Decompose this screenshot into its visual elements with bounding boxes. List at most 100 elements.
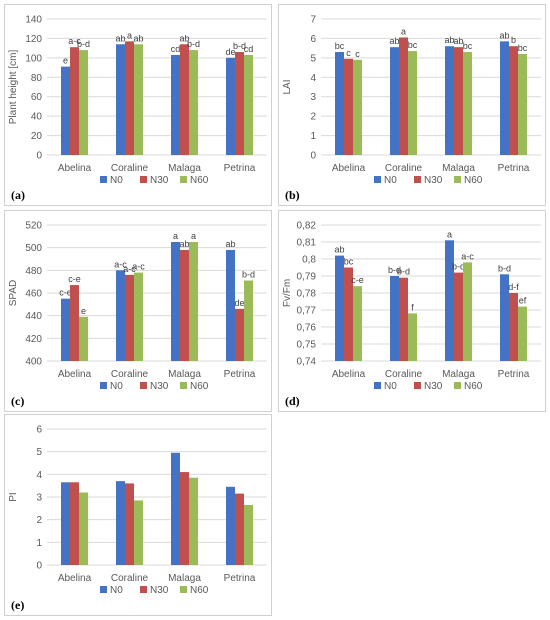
x-tick-label: Malaga: [442, 163, 475, 174]
significance-label: b-d: [452, 262, 465, 272]
legend-label: N60: [190, 381, 209, 392]
y-tick-label: 0,8: [302, 255, 316, 266]
significance-label: b-d: [498, 263, 511, 273]
y-tick-label: 0,74: [297, 357, 317, 368]
bar-n30-coraline: [125, 483, 134, 565]
y-tick-label: 140: [25, 15, 42, 26]
significance-label: a: [401, 26, 406, 36]
significance-label: bc: [463, 41, 473, 51]
y-tick-label: 2: [310, 112, 316, 123]
bar-n60-petrina: [244, 54, 253, 155]
y-tick-label: 440: [25, 311, 42, 322]
bar-n0-coraline: [116, 44, 125, 155]
bar-n0-coraline: [116, 481, 125, 565]
bar-n30-abelina: [70, 482, 79, 565]
bar-n0-malaga: [445, 46, 454, 156]
x-tick-label: Petrina: [224, 369, 256, 380]
y-tick-label: 0,77: [297, 306, 317, 317]
significance-label: bc: [335, 41, 345, 51]
y-tick-label: 420: [25, 334, 42, 345]
y-tick-label: 0,76: [297, 323, 317, 334]
significance-label: ab: [334, 245, 344, 255]
significance-label: ef: [519, 296, 527, 306]
x-tick-label: Abelina: [58, 369, 92, 380]
bar-n60-abelina: [353, 286, 362, 361]
bar-n0-petrina: [500, 274, 509, 361]
y-tick-label: 100: [25, 53, 42, 64]
bar-n0-petrina: [226, 57, 235, 155]
legend-label: N60: [464, 175, 483, 186]
bar-n60-abelina: [79, 316, 88, 361]
significance-label: bc: [408, 40, 418, 50]
x-tick-label: Petrina: [224, 573, 256, 584]
bar-n60-abelina: [353, 59, 362, 155]
y-tick-label: 0,78: [297, 289, 317, 300]
legend-label: N60: [190, 585, 209, 596]
bar-n30-malaga: [180, 472, 189, 565]
legend-swatch: [414, 176, 421, 183]
y-axis-label: LAI: [282, 79, 293, 94]
legend-label: N0: [110, 585, 123, 596]
legend-swatch: [180, 586, 187, 593]
y-tick-label: 0: [36, 151, 42, 162]
bar-n0-coraline: [116, 270, 125, 361]
y-tick-label: 0,79: [297, 272, 317, 283]
x-tick-label: Malaga: [168, 369, 201, 380]
bar-n60-petrina: [244, 504, 253, 565]
legend-swatch: [100, 176, 107, 183]
bar-n30-coraline: [125, 274, 134, 361]
panel-label: (d): [285, 394, 300, 408]
bar-n60-petrina: [518, 306, 527, 361]
chart-svg-d: 0,74 0,75 0,76 0,77 0,78 0,79 0,8 0,81 0,82 Fv/Fm…: [282, 221, 541, 392]
significance-label: a-c: [132, 262, 145, 272]
y-tick-label: 0,75: [297, 340, 317, 351]
bar-n30-abelina: [70, 285, 79, 361]
legend-label: N0: [110, 381, 123, 392]
significance-label: de: [234, 298, 244, 308]
y-tick-label: 120: [25, 34, 42, 45]
legend-label: N0: [384, 175, 397, 186]
x-tick-label: Malaga: [168, 163, 201, 174]
bar-n30-coraline: [399, 277, 408, 361]
significance-label: f: [411, 302, 414, 312]
legend-label: N30: [150, 585, 169, 596]
y-tick-label: 3: [36, 493, 42, 504]
chart-svg-c: 400 420 440 460 480 500 520 SPAD c-e c-e e Abelina a…: [8, 221, 267, 392]
chart-panel-c: 400 420 440 460 480 500 520 SPAD c-e c-e e Abelina a…: [4, 210, 272, 412]
significance-label: b-d: [242, 270, 255, 280]
legend-swatch: [100, 586, 107, 593]
legend-label: N0: [384, 381, 397, 392]
legend-label: N30: [424, 381, 443, 392]
significance-label: d-f: [508, 282, 519, 292]
bar-n0-abelina: [61, 66, 70, 155]
significance-label: cd: [244, 44, 254, 54]
legend-label: N30: [150, 175, 169, 186]
bar-n30-petrina: [235, 308, 244, 361]
y-tick-label: 0,81: [297, 238, 317, 249]
significance-label: a-c: [123, 264, 136, 274]
significance-label: a-c: [68, 36, 81, 46]
bar-n0-abelina: [61, 298, 70, 361]
significance-label: ab: [179, 239, 189, 249]
bar-n30-abelina: [70, 47, 79, 155]
y-tick-label: 5: [36, 447, 42, 458]
significance-label: b-d: [397, 267, 410, 277]
y-tick-label: 520: [25, 221, 42, 232]
bar-n30-petrina: [509, 293, 518, 361]
significance-label: c-e: [68, 274, 81, 284]
x-tick-label: Coraline: [385, 369, 423, 380]
legend-swatch: [414, 382, 421, 389]
significance-label: c: [355, 49, 360, 59]
significance-label: e: [63, 56, 68, 66]
x-tick-label: Coraline: [111, 369, 149, 380]
significance-label: e: [81, 306, 86, 316]
y-tick-label: 480: [25, 266, 42, 277]
bar-n0-abelina: [61, 482, 70, 565]
significance-label: a: [191, 231, 196, 241]
significance-label: a: [173, 231, 178, 241]
chart-panel-a: 0 20 40 60 80 100 120 140 Plant height [cm] e a-c b…: [4, 4, 272, 206]
chart-panel-d: 0,74 0,75 0,76 0,77 0,78 0,79 0,8 0,81 0,82 Fv/Fm…: [278, 210, 546, 412]
legend-swatch: [454, 382, 461, 389]
significance-label: ab: [133, 33, 143, 43]
significance-label: c: [346, 48, 351, 58]
